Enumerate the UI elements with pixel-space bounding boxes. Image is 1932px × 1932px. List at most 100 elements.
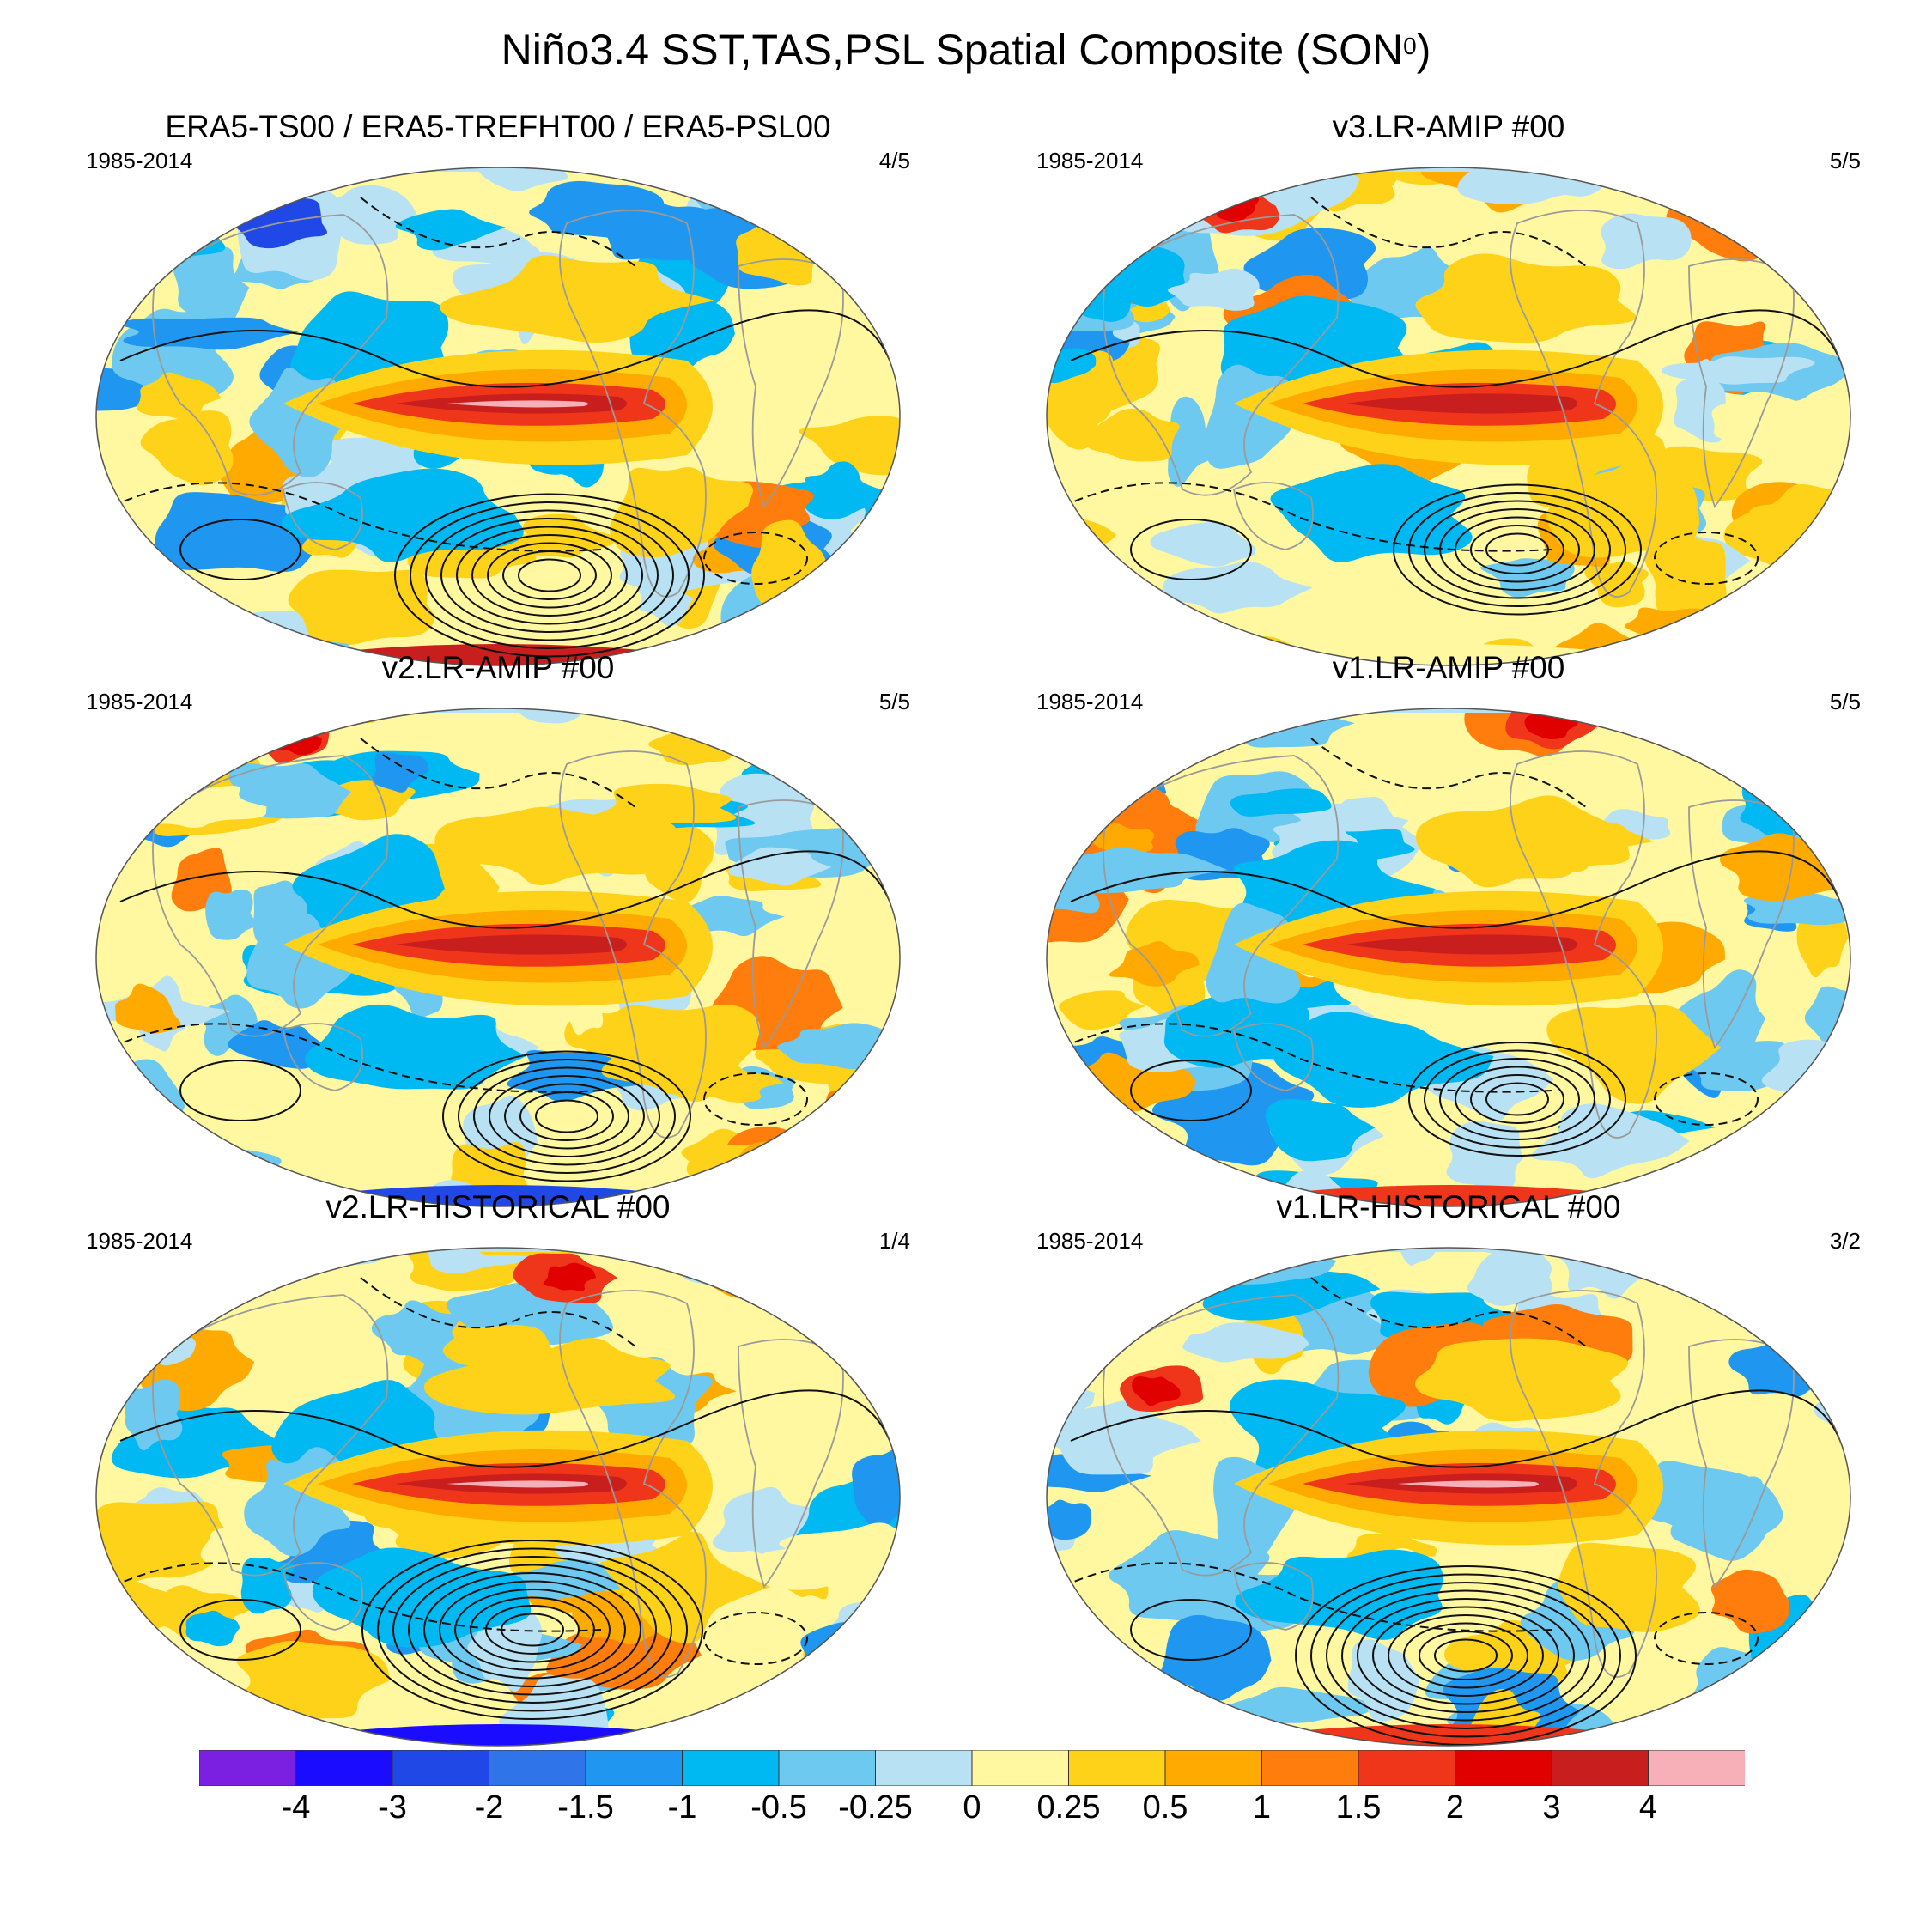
panel-count: 3/2	[1829, 1228, 1861, 1254]
warm-hotspot-core	[543, 1262, 596, 1291]
anomaly-patch	[1765, 715, 1850, 804]
anomaly-patch	[1139, 1248, 1193, 1283]
colorbar-swatch	[778, 1750, 877, 1786]
psl-contour-positive	[1130, 519, 1252, 580]
anomaly-patch	[279, 708, 392, 724]
panel-count: 5/5	[1829, 689, 1861, 714]
anomaly-patch	[529, 180, 668, 240]
warm-anomaly-north-pacific	[440, 255, 715, 343]
anomaly-patch	[738, 181, 900, 213]
panel-count: 5/5	[878, 689, 910, 714]
panel-title: v3.LR-AMIP #00	[1332, 109, 1565, 144]
anomaly-patch	[591, 783, 737, 824]
panel-period: 1985-2014	[86, 1228, 193, 1254]
psl-contour-negative	[703, 532, 808, 585]
colorbar-tick-label: -3	[378, 1789, 407, 1826]
psl-contour-positive	[179, 519, 301, 580]
colorbar-tick-label: 3	[1542, 1789, 1561, 1826]
anomaly-patch	[1047, 1623, 1092, 1706]
anomaly-patch	[1243, 228, 1376, 301]
map-border	[1046, 708, 1851, 1207]
colorbar-swatch	[875, 1750, 973, 1786]
cool-anomaly-south	[1273, 1012, 1494, 1108]
anomaly-patch	[96, 1136, 161, 1174]
panel-period: 1985-2014	[1036, 148, 1144, 173]
psl-contour-negative	[1310, 197, 1587, 267]
composite-map	[1046, 708, 1851, 1207]
coastline	[1103, 214, 1340, 496]
psl-contour-positive	[1130, 1599, 1252, 1661]
warm-hotspot-core	[1132, 1376, 1181, 1406]
cool-anomaly-south	[1270, 464, 1473, 562]
anomaly-patch	[800, 1621, 900, 1696]
psl-contour-positive	[1470, 1074, 1564, 1124]
psl-contour-negative	[703, 1072, 808, 1126]
anomaly-patch	[799, 416, 900, 476]
colorbar-tick-label: 1	[1252, 1789, 1272, 1826]
colorbar-tick-label: 2	[1445, 1789, 1465, 1826]
psl-contour-positive	[1403, 1622, 1528, 1689]
anomaly-patch	[1180, 1322, 1309, 1363]
psl-contour-positive	[1341, 1589, 1590, 1722]
anomaly-patch	[1777, 1671, 1850, 1716]
warm-anomaly-south-america	[1558, 1542, 1700, 1632]
arctic-band	[96, 167, 900, 172]
anomaly-patch	[1780, 1089, 1850, 1137]
warm-anomaly-south-america	[604, 1531, 771, 1644]
anomaly-patch	[726, 1126, 839, 1186]
warm-anomaly-south-america	[1546, 452, 1700, 558]
anomaly-patch	[1265, 1098, 1376, 1162]
psl-contour-negative	[1654, 532, 1759, 585]
cool-anomaly-west	[246, 914, 361, 1009]
colorbar-swatch	[392, 1750, 490, 1786]
psl-contour-positive	[1434, 1638, 1498, 1673]
anomaly-patch	[1047, 595, 1171, 654]
composite-map	[95, 1247, 901, 1747]
colorbar-tick-label: -2	[474, 1789, 504, 1826]
arctic-band	[1047, 1248, 1850, 1252]
coastline	[282, 482, 363, 550]
psl-contours	[111, 197, 894, 658]
warm-tongue-core	[1346, 393, 1577, 414]
anomaly-patch	[1282, 1248, 1437, 1252]
panel-period: 1985-2014	[1036, 689, 1144, 714]
psl-contours	[111, 1277, 894, 1720]
panel-period: 1985-2014	[1036, 1228, 1144, 1254]
anomaly-patch	[642, 1248, 747, 1261]
anomaly-patch	[804, 461, 880, 519]
anomaly-patch	[852, 1446, 900, 1532]
psl-contour-negative	[1061, 1023, 1552, 1093]
psl-contour-negative	[1061, 1562, 1552, 1632]
psl-contour-positive	[410, 501, 690, 649]
colorbar-swatch	[1455, 1750, 1552, 1786]
psl-contour-positive	[1424, 1049, 1611, 1149]
psl-contour-positive	[489, 1075, 645, 1157]
anomaly-patch	[149, 1146, 282, 1191]
psl-contour-positive	[1439, 1058, 1595, 1140]
map-border	[1046, 167, 1851, 666]
map-border	[95, 708, 901, 1207]
psl-contour-positive	[1130, 1060, 1252, 1121]
map-panel-v1-historical: v1.LR-HISTORICAL #00 1985-2014 3/2	[1036, 1189, 1861, 1767]
warm-anomaly-north-pacific	[434, 806, 682, 885]
psl-contour-negative	[111, 482, 602, 552]
psl-contour-negative	[703, 1612, 808, 1665]
anomaly-patch	[1625, 607, 1717, 649]
anomaly-patch	[1230, 788, 1332, 817]
warm-anomaly-north-pacific	[423, 1338, 675, 1415]
psl-contour-positive	[1424, 500, 1611, 599]
composite-map	[95, 167, 901, 666]
colorbar-tick-label: 4	[1638, 1789, 1658, 1826]
panel-count: 5/5	[1829, 148, 1861, 173]
anomaly-patch	[1047, 756, 1114, 815]
psl-contour-positive	[377, 1547, 688, 1712]
anomaly-patch	[1479, 558, 1575, 598]
anomaly-patch	[1710, 1569, 1790, 1634]
anomaly-patch	[1634, 146, 1786, 166]
coastline	[1103, 1294, 1340, 1577]
composite-map	[95, 708, 901, 1207]
warm-tongue-core	[1346, 934, 1577, 955]
anomaly-patch	[1150, 521, 1256, 567]
colorbar-swatch	[971, 1750, 1070, 1786]
psl-contour-positive	[1388, 1614, 1544, 1697]
